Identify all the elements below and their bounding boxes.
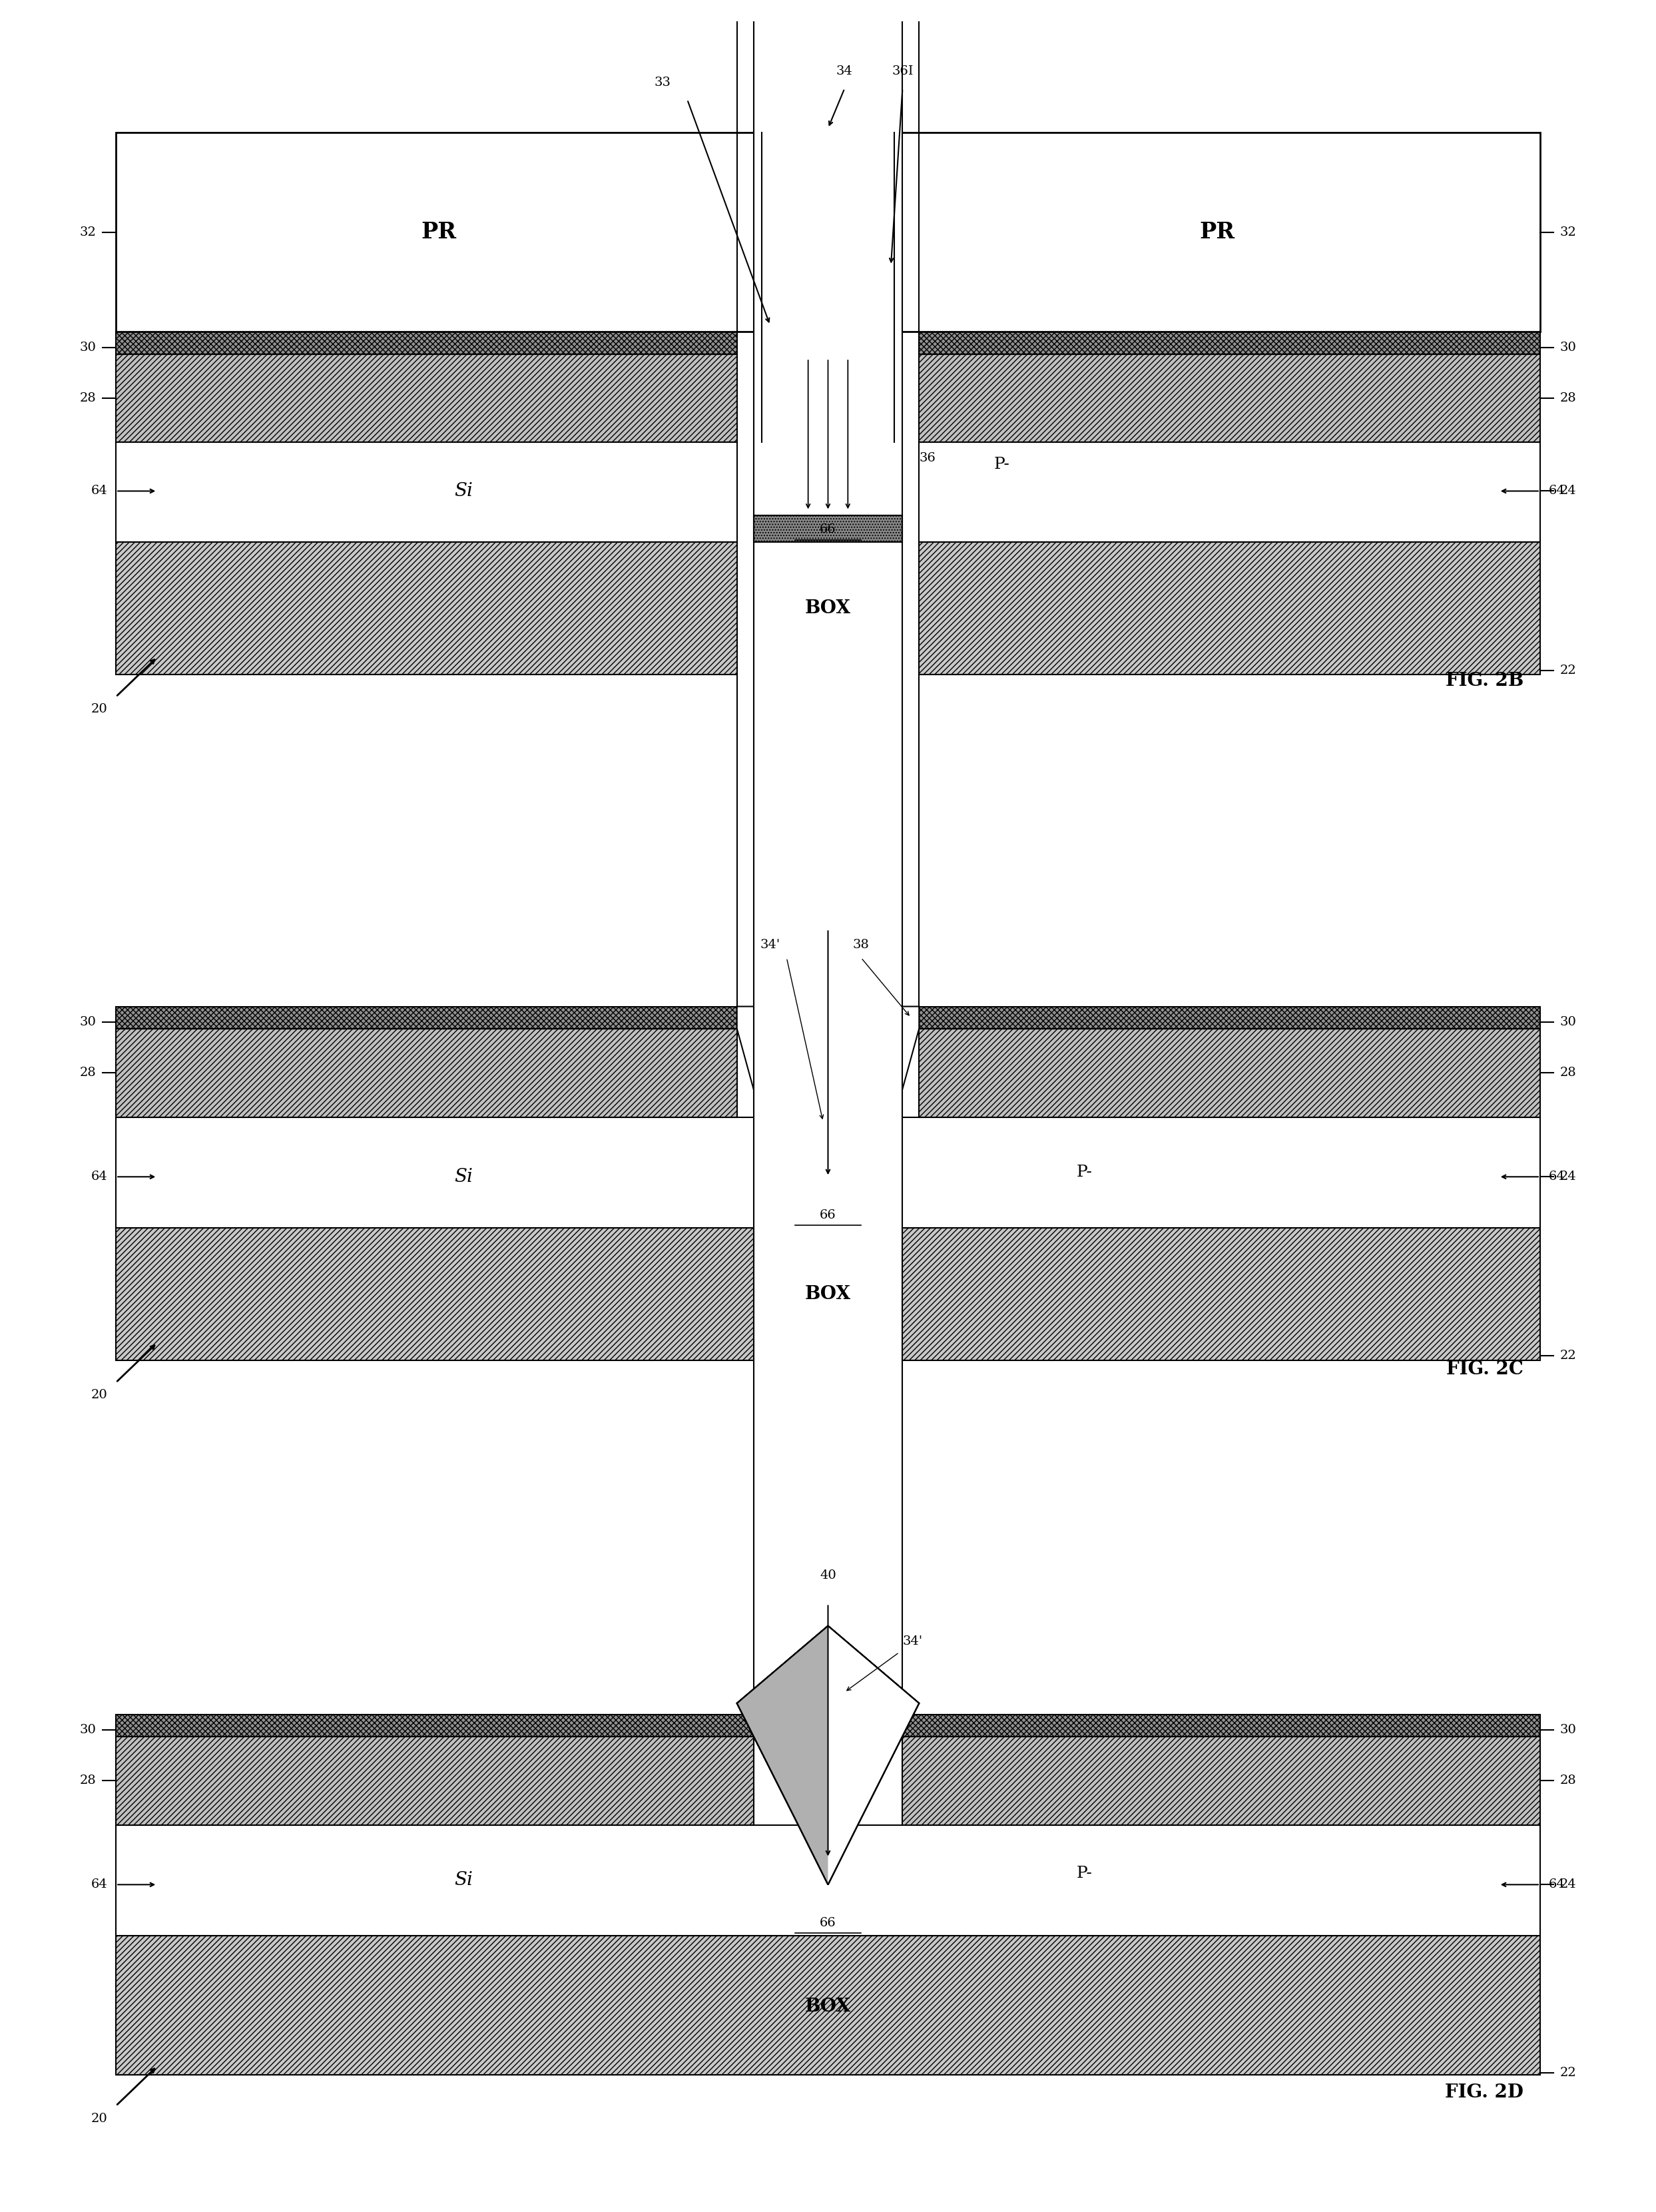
Bar <box>919 1006 1540 1029</box>
Text: BOX: BOX <box>805 599 851 617</box>
Text: P-: P- <box>1076 1166 1093 1179</box>
Text: 32: 32 <box>79 226 96 239</box>
Text: P-: P- <box>1076 1867 1093 1880</box>
Text: 30: 30 <box>79 1723 96 1736</box>
Text: 36: 36 <box>919 451 936 465</box>
Bar <box>116 1736 753 1825</box>
Bar <box>753 0 903 1714</box>
Bar <box>903 1736 1540 1825</box>
Polygon shape <box>737 1006 919 1194</box>
Text: 66: 66 <box>820 1210 836 1221</box>
Text: 24: 24 <box>1560 484 1577 498</box>
Text: 66: 66 <box>820 524 836 535</box>
Text: FIG. 2C: FIG. 2C <box>1446 1360 1524 1378</box>
Text: 28: 28 <box>1560 1774 1577 1787</box>
Text: P-: P- <box>994 458 1010 471</box>
Text: 34: 34 <box>836 66 853 77</box>
Text: 28: 28 <box>1560 392 1577 405</box>
Text: 24: 24 <box>1560 1878 1577 1891</box>
Text: 32: 32 <box>1560 226 1577 239</box>
Text: 64: 64 <box>91 484 108 498</box>
Text: 36I: 36I <box>891 66 914 77</box>
Text: 20: 20 <box>91 703 108 714</box>
Polygon shape <box>737 1626 919 1885</box>
Bar <box>116 1029 737 1117</box>
Text: 22: 22 <box>1560 1349 1577 1363</box>
Text: 20: 20 <box>91 2112 108 2124</box>
Text: 28: 28 <box>1560 1066 1577 1079</box>
Text: 34': 34' <box>760 940 780 951</box>
Text: 64: 64 <box>91 1170 108 1183</box>
Polygon shape <box>737 1626 828 1885</box>
Text: BOX: BOX <box>805 1285 851 1303</box>
Bar <box>919 1029 1540 1117</box>
Text: 30: 30 <box>1560 341 1577 354</box>
Bar <box>737 0 919 1006</box>
Bar <box>116 1006 737 1029</box>
Bar <box>116 332 1540 354</box>
Text: 40: 40 <box>820 1571 836 1582</box>
Text: FIG. 2D: FIG. 2D <box>1446 2084 1524 2101</box>
Text: 22: 22 <box>1560 2066 1577 2079</box>
Text: 30: 30 <box>79 341 96 354</box>
Text: 34': 34' <box>903 1635 922 1648</box>
Text: 64: 64 <box>1548 1878 1565 1891</box>
Text: Si: Si <box>454 482 474 500</box>
Bar <box>903 1714 1540 1736</box>
Text: BOX: BOX <box>805 1997 851 2015</box>
Text: 24: 24 <box>1560 1170 1577 1183</box>
Bar <box>116 1228 1540 1360</box>
Bar <box>116 1936 1540 2075</box>
Polygon shape <box>737 1626 919 1885</box>
Text: 30: 30 <box>1560 1723 1577 1736</box>
Text: 28: 28 <box>79 1774 96 1787</box>
Text: 38: 38 <box>853 940 869 951</box>
Text: 30: 30 <box>79 1015 96 1029</box>
Text: 33: 33 <box>654 77 671 88</box>
Text: 64: 64 <box>91 1878 108 1891</box>
Text: Si: Si <box>454 1871 474 1889</box>
Bar <box>116 442 1540 542</box>
Text: 66: 66 <box>820 1918 836 1929</box>
Text: 20: 20 <box>91 1389 108 1400</box>
Bar <box>116 354 1540 442</box>
Text: PR: PR <box>421 221 457 243</box>
Bar <box>116 1825 1540 1936</box>
Bar <box>116 1117 1540 1228</box>
Text: Si: Si <box>454 1168 474 1186</box>
Text: PR: PR <box>1199 221 1235 243</box>
Text: 28: 28 <box>79 392 96 405</box>
Text: 64: 64 <box>1548 484 1565 498</box>
Bar <box>116 133 762 332</box>
Text: 64: 64 <box>1548 1170 1565 1183</box>
Bar <box>116 1714 753 1736</box>
Bar <box>753 515 903 542</box>
Bar <box>762 133 894 442</box>
Text: 28: 28 <box>79 1066 96 1079</box>
Text: 30: 30 <box>1560 1015 1577 1029</box>
Text: 22: 22 <box>1560 664 1577 677</box>
Polygon shape <box>737 1626 919 1885</box>
Text: FIG. 2B: FIG. 2B <box>1446 672 1524 690</box>
Bar <box>894 133 1540 332</box>
Bar <box>116 542 1540 675</box>
